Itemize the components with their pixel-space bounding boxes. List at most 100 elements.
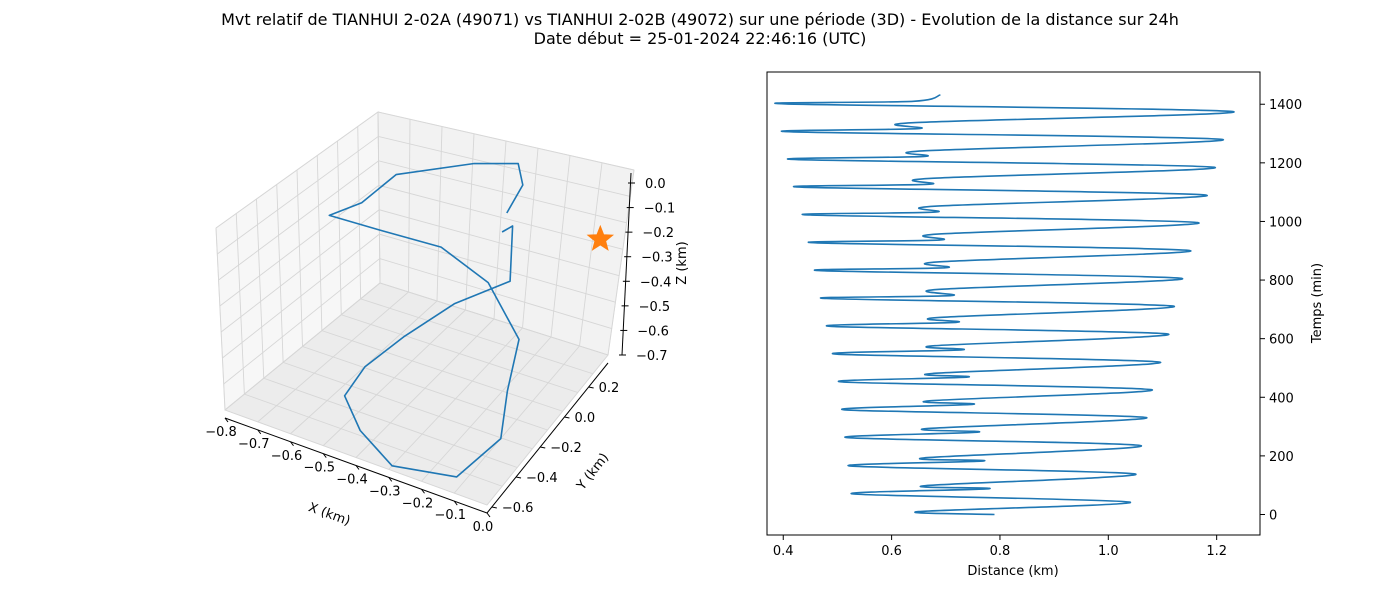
marker-layer (586, 224, 615, 251)
z-tick-label: −0.3 (641, 251, 673, 266)
x-tick-label: 0.8 (990, 544, 1011, 559)
y-ticks: 0 200 400 600 800 1000 1200 1400 (1260, 98, 1302, 523)
y-tick-label: 0.0 (574, 411, 595, 426)
gridline-z-left (217, 136, 379, 255)
x-tick-label: −0.1 (434, 508, 466, 523)
gridline-z-back (379, 258, 612, 330)
x-tick-mark (388, 477, 393, 482)
gridline-y-left (215, 227, 226, 411)
trajectory-series (328, 162, 524, 478)
x-tick-label: −0.8 (205, 425, 237, 440)
y-tick-label: −0.4 (526, 471, 558, 486)
gridline-z-left (219, 184, 380, 307)
x-tick-mark (486, 512, 491, 518)
x-tick-label: −0.7 (238, 437, 270, 452)
x-tick-label: 1.2 (1206, 544, 1227, 559)
x-tick-label: −0.5 (303, 461, 335, 476)
gridline-y-floor (282, 361, 533, 450)
gridline-x-back (493, 140, 507, 320)
gridline-y-floor (360, 298, 594, 375)
y-tick-mark (515, 476, 522, 479)
y-tick-mark (564, 416, 570, 419)
z-tick-label: −0.7 (636, 349, 668, 364)
x-tick-label: −0.4 (336, 473, 368, 488)
x-tick-mark (355, 465, 360, 470)
trajectory-line (328, 162, 524, 478)
gridline-z-left (223, 258, 380, 385)
y-tick-label: 600 (1269, 333, 1294, 348)
y-tick-label: 1000 (1269, 215, 1302, 230)
figure-title-line-1: Mvt relatif de TIANHUI 2-02A (49071) vs … (221, 10, 1179, 29)
y-axis-label: Temps (min) (1310, 263, 1325, 344)
x-tick-mark (290, 441, 294, 447)
y-tick-label: 400 (1269, 391, 1294, 406)
star-marker (586, 224, 615, 251)
distance-series-line (774, 94, 1235, 516)
grid-3d (215, 111, 635, 506)
z-tick-label: −0.5 (639, 300, 671, 315)
x-tick-label: 0.6 (881, 544, 902, 559)
y-tick-mark (491, 506, 497, 509)
y-tick-label: 0.2 (599, 381, 620, 396)
tick-labels-3d: −0.8−0.7−0.6−0.5−0.4−0.3−0.2−0.10.0−0.6−… (205, 177, 675, 535)
distance-time-chart: 0.4 0.6 0.8 1.0 1.2 0 200 400 600 800 1000 1200 140… (766, 71, 1325, 579)
gridline-y-left (235, 213, 245, 395)
x-axis-label: Distance (km) (967, 564, 1058, 579)
gridline-z-back (379, 282, 609, 356)
x-tick-label: 0.4 (773, 544, 794, 559)
x-tick-mark (224, 417, 229, 423)
x-tick-label: −0.3 (369, 484, 401, 499)
gridline-z-left (222, 233, 380, 359)
gridline-y-left (296, 169, 303, 347)
x-tick-mark (257, 429, 262, 435)
gridline-y-left (357, 126, 362, 299)
y-tick-label: 0 (1269, 508, 1277, 523)
z-tick-label: −0.2 (642, 226, 674, 241)
z-axis-label-3d: Z (km) (675, 241, 690, 284)
gridline-z-back (379, 209, 620, 277)
gridline-x-back (522, 148, 539, 329)
gridline-y-left (256, 198, 265, 379)
gridline-y-floor (224, 409, 488, 506)
gridline-y-left (276, 184, 284, 363)
gridline-y-left (316, 155, 323, 331)
plot-frame (766, 71, 1261, 536)
x-tick-mark (453, 500, 458, 506)
x-tick-mark (421, 488, 425, 494)
gridline-z-back (378, 184, 623, 250)
z-axis-line (621, 172, 632, 356)
x-ticks: 0.4 0.6 0.8 1.0 1.2 (773, 535, 1227, 559)
x-tick-label: −0.6 (271, 449, 303, 464)
y-tick-label: 1200 (1269, 157, 1302, 172)
gridline-y-floor (302, 346, 548, 431)
y-tick-mark (588, 386, 594, 389)
y-tick-mark (540, 446, 546, 449)
x-tick-label: −0.2 (402, 496, 434, 511)
gridline-y-floor (341, 314, 578, 393)
gridline-z-back (379, 233, 616, 303)
gridline-z-left (218, 160, 379, 281)
y-tick-label: 200 (1269, 450, 1294, 465)
y-tick-label: 1400 (1269, 98, 1302, 113)
gridline-y-floor (244, 393, 503, 487)
x-tick-label: 1.0 (1098, 544, 1119, 559)
z-tick-label: −0.4 (640, 275, 672, 290)
gridline-x-back (550, 155, 571, 338)
gridline-x-back (579, 162, 603, 347)
y-tick-label: 800 (1269, 274, 1294, 289)
gridline-y-left (337, 140, 342, 315)
y-tick-label: −0.2 (550, 441, 582, 456)
gridline-z-left (220, 209, 380, 333)
y-axis-line (486, 362, 609, 514)
gridline-y-floor (321, 330, 563, 412)
z-tick-label: −0.1 (644, 202, 676, 217)
gridline-z-back (378, 135, 631, 197)
y-tick-label: −0.6 (502, 501, 534, 516)
gridline-z-left (224, 282, 381, 411)
gridline-y-floor (263, 377, 518, 468)
gridline-z-left (215, 111, 379, 229)
gridline-z-back (377, 111, 635, 171)
gridline-x-back (408, 119, 411, 293)
x-tick-mark (322, 453, 327, 458)
